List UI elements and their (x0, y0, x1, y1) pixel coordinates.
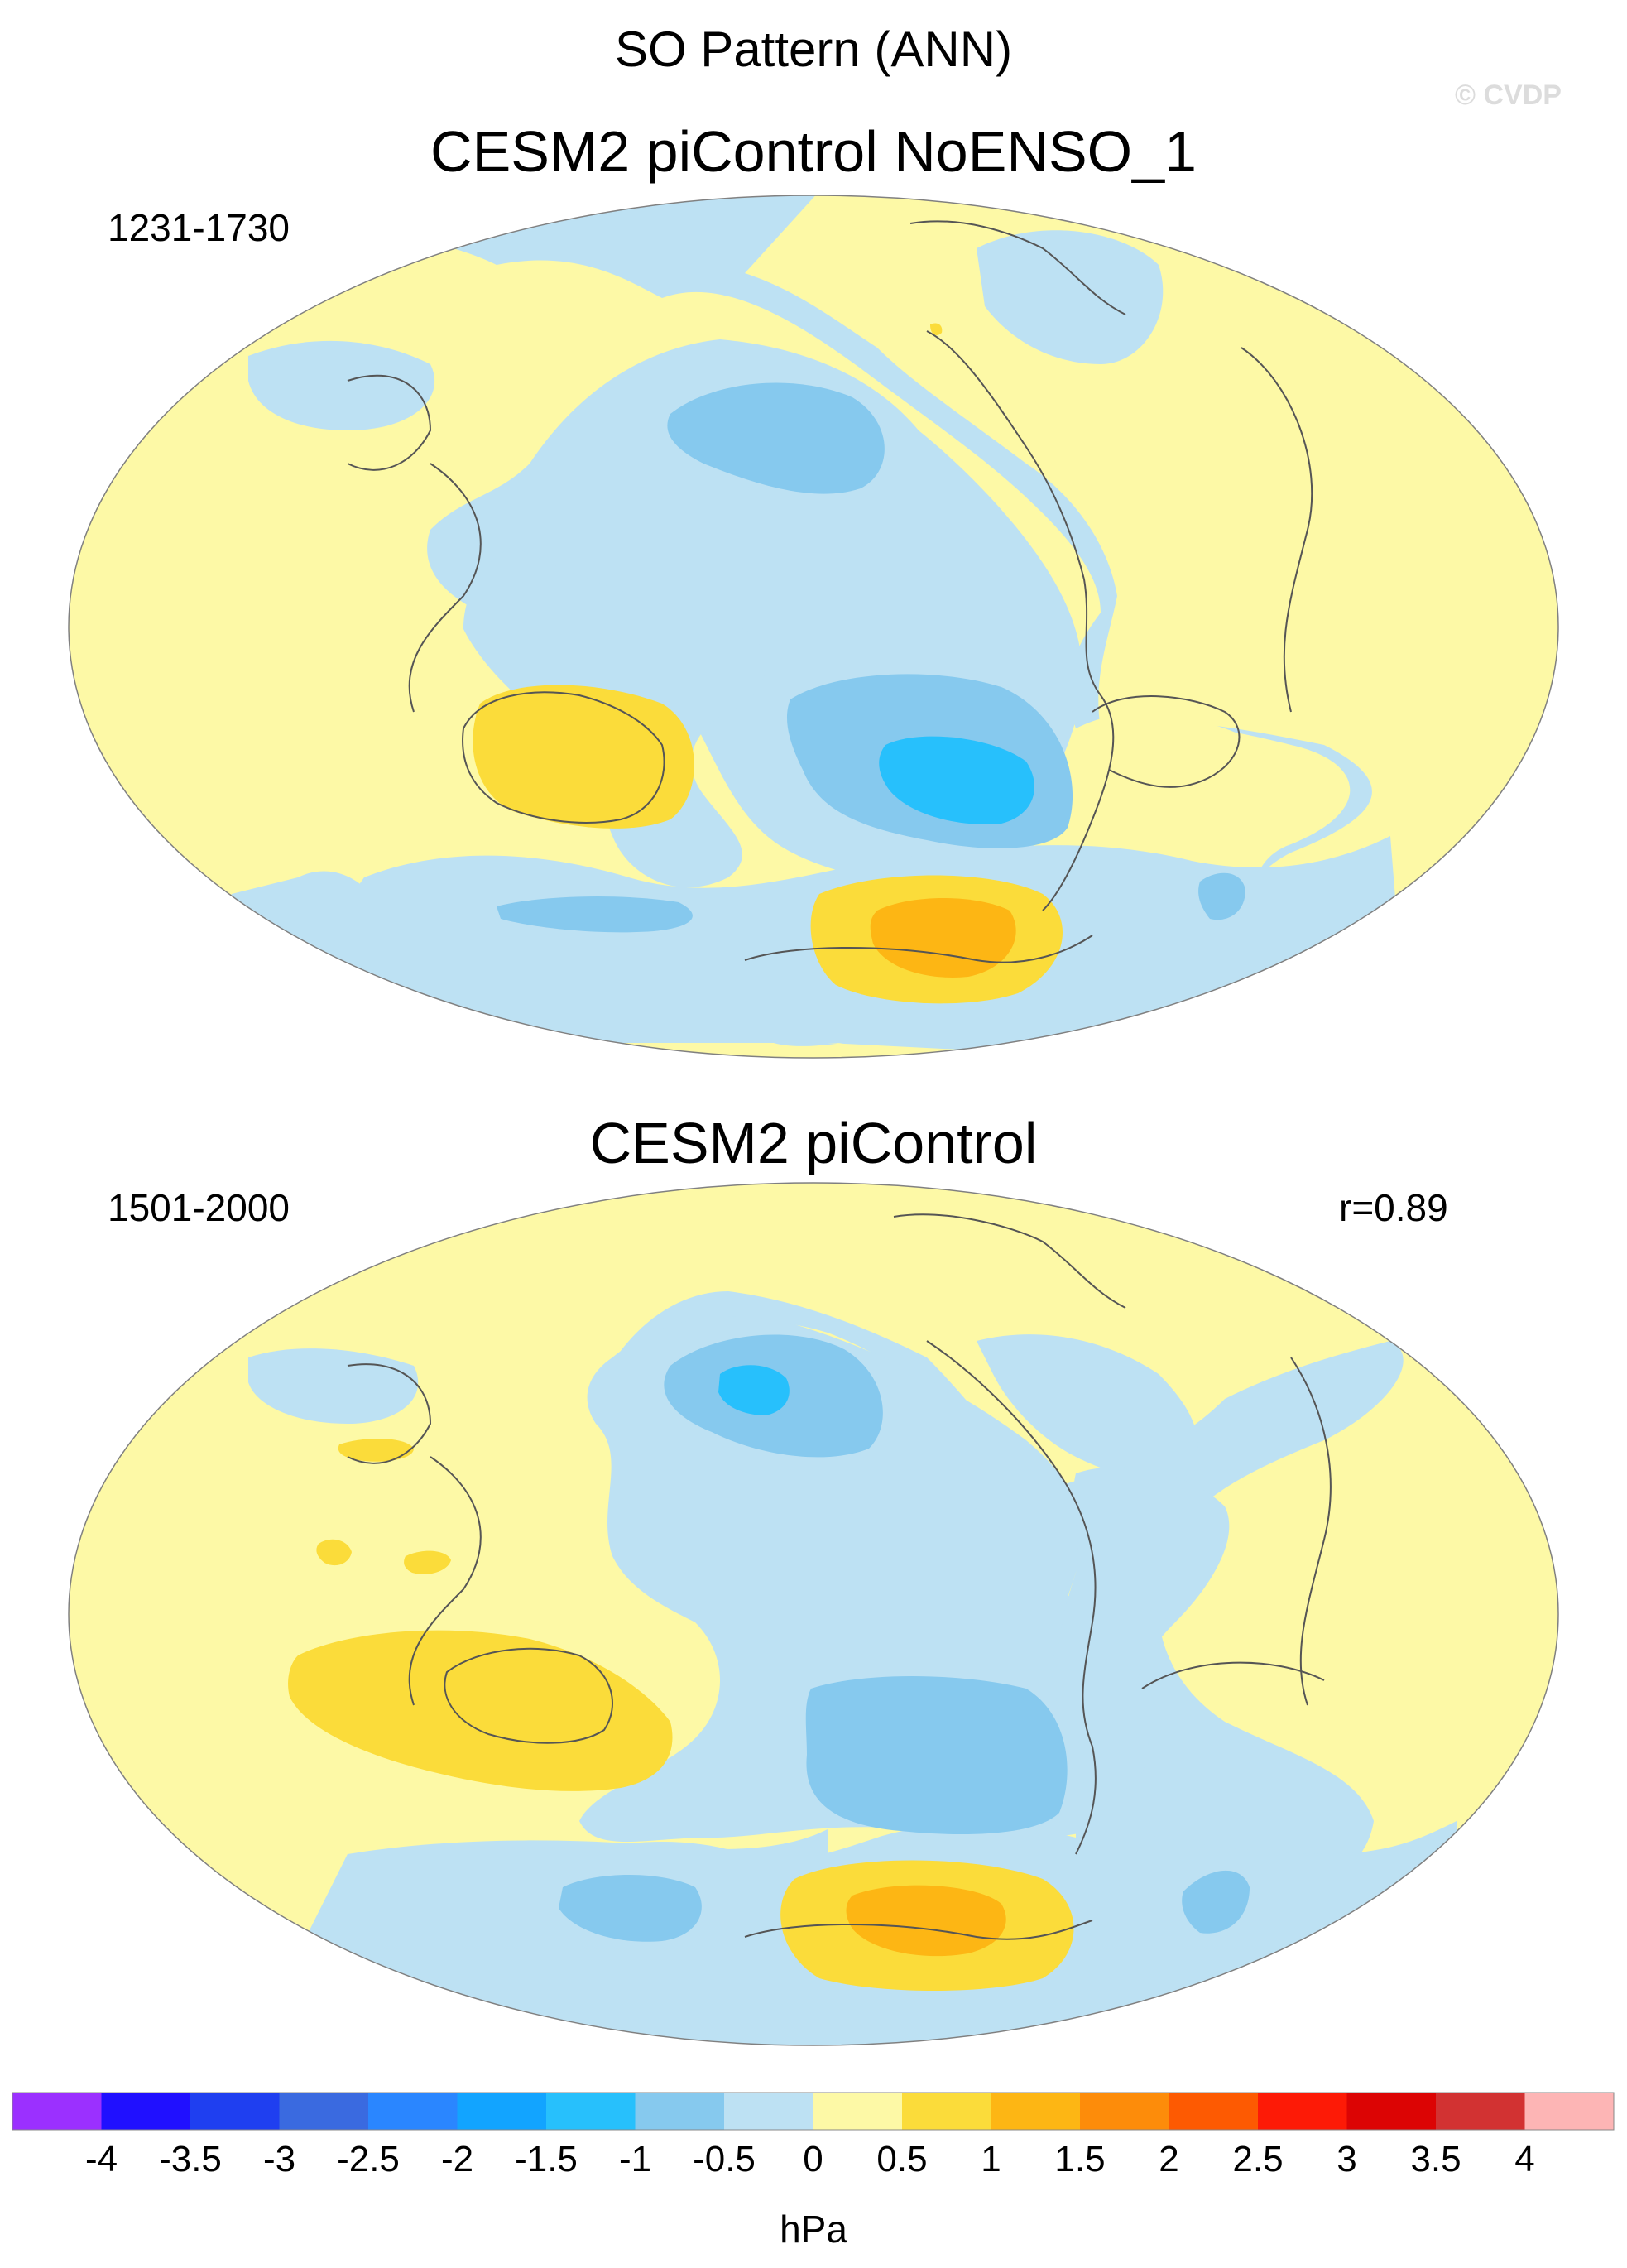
colorbar-tick-label: -2 (441, 2139, 473, 2179)
map-1-pos-strong-core (870, 898, 1016, 978)
map-2-pos-philippines (404, 1550, 451, 1574)
copyright-watermark: © CVDP (1455, 79, 1562, 111)
colorbar-swatch (813, 2093, 903, 2130)
figure-title: SO Pattern (ANN) (614, 22, 1013, 77)
colorbar-swatch (12, 2093, 102, 2130)
map-2-pos-indochina (316, 1539, 352, 1566)
map-2-neg-southern-west (559, 1875, 702, 1942)
map-1-south-atlantic-yellow (1069, 713, 1275, 833)
map-2-border (68, 1182, 1559, 2046)
colorbar-swatch (190, 2093, 280, 2130)
colorbar-swatch (1169, 2093, 1259, 2130)
map-1-border (68, 195, 1559, 1059)
map-panel-1 (69, 195, 1558, 1058)
panel-1-period: 1231-1730 (108, 206, 290, 249)
colorbar-tick-label: 4 (1514, 2139, 1534, 2179)
colorbar-swatch (991, 2093, 1081, 2130)
map-1-coastlines (347, 220, 1313, 963)
colorbar-tick-label: 2 (1159, 2139, 1178, 2179)
colorbar-swatch (724, 2093, 814, 2130)
colorbar-swatch (1346, 2093, 1437, 2130)
colorbar-unit: hPa (780, 2208, 847, 2251)
colorbar-swatch (368, 2093, 458, 2130)
colorbar-swatch (902, 2093, 991, 2130)
map-1-neg-southern-west (497, 896, 693, 933)
colorbar-tick-label: 1.5 (1054, 2139, 1105, 2179)
colorbar-tick-label: -1.5 (515, 2139, 578, 2179)
colorbar-swatch (635, 2093, 725, 2130)
colorbar-tick-label: 2.5 (1232, 2139, 1283, 2179)
colorbar-tick-label: -3.5 (159, 2139, 222, 2179)
map-2-pos-asia (338, 1439, 414, 1462)
colorbar-swatch (279, 2093, 369, 2130)
map-2-coastlines (347, 1213, 1332, 1940)
map-2-north-atlantic (977, 1334, 1198, 1481)
map-2-arctic-west (248, 1348, 419, 1424)
map-2-neg-south-pacific (805, 1676, 1068, 1834)
colorbar-swatch (1524, 2093, 1615, 2130)
colorbar-swatch (1436, 2093, 1525, 2130)
colorbar-tick-label: 0.5 (876, 2139, 927, 2179)
map-panel-2 (69, 1183, 1558, 2045)
panel-2-period: 1501-2000 (108, 1186, 290, 1229)
colorbar-tick-label: 3.5 (1410, 2139, 1461, 2179)
colorbar-swatch (101, 2093, 191, 2130)
map-2-pos-strong-core (846, 1885, 1006, 1957)
colorbar-tick-label: -3 (263, 2139, 295, 2179)
map-1-neg-strong-core (879, 736, 1034, 824)
map-2-atlantic-central (1056, 1467, 1230, 1796)
colorbar-swatch (546, 2093, 636, 2130)
colorbar-frame (12, 2092, 1615, 2131)
colorbar-tick-label: -4 (85, 2139, 118, 2179)
map-2-southern-band-east (1076, 1821, 1457, 2045)
panel-1-title: CESM2 piControl NoENSO_1 (430, 119, 1197, 184)
colorbar: -4 -3.5 -3 -2.5 -2 -1.5 -1 -0.5 0 0.5 1 1.5 2 2.5 3 3.5… (12, 2092, 1615, 2179)
colorbar-tick-label: -0.5 (693, 2139, 756, 2179)
map-1-pos-small (930, 323, 943, 335)
map-2-neg-strong-core (718, 1365, 790, 1415)
colorbar-tick-label: 3 (1337, 2139, 1356, 2179)
colorbar-tick-label: -1 (619, 2139, 651, 2179)
colorbar-tick-label: 1 (981, 2139, 1001, 2179)
colorbar-tick-label: -2.5 (337, 2139, 400, 2179)
map-2-neg-south-atlantic (1182, 1870, 1250, 1934)
map-1-neg-south-atlantic (1198, 872, 1245, 920)
colorbar-swatch (457, 2093, 547, 2130)
colorbar-tick-label: 0 (803, 2139, 823, 2179)
map-2-pos-indo-australia (288, 1630, 673, 1791)
panel-2-correlation: r=0.89 (1339, 1186, 1448, 1229)
map-1-arctic (248, 340, 435, 430)
colorbar-swatch (1258, 2093, 1347, 2130)
panel-2-title: CESM2 piControl (589, 1111, 1038, 1175)
map-1-neg-north-pacific (667, 382, 885, 494)
colorbar-swatch (1080, 2093, 1169, 2130)
map-1-north-atlantic (977, 230, 1164, 364)
